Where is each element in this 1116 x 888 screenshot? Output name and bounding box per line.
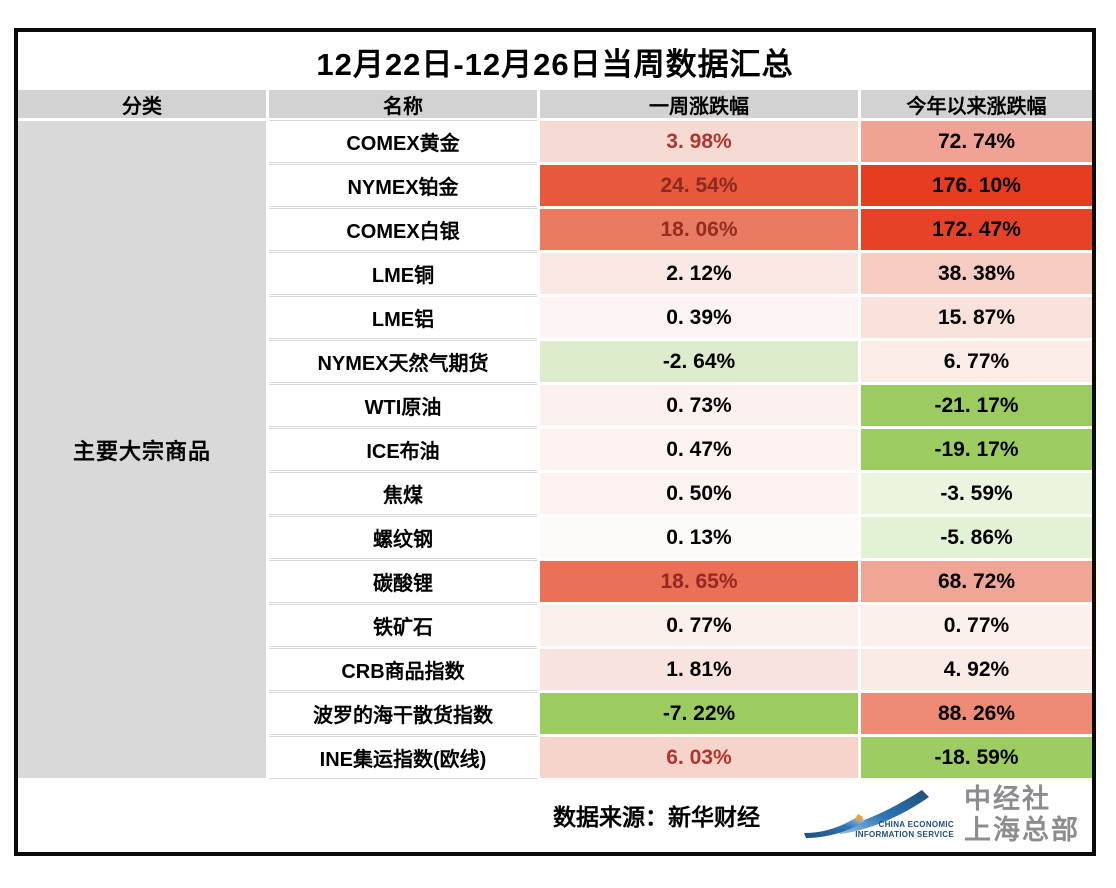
commodity-name: INE集运指数(欧线) [269, 737, 537, 778]
data-table: 分类 名称 一周涨跌幅 今年以来涨跌幅 主要大宗商品 COMEX黄金 3. 98%… [18, 90, 1092, 778]
week-change-cell: 6. 03% [540, 737, 858, 778]
commodity-name: LME铝 [269, 297, 537, 338]
col-header-ytd-change: 今年以来涨跌幅 [861, 90, 1092, 118]
commodity-name: WTI原油 [269, 385, 537, 426]
week-change-cell: 2. 12% [540, 253, 858, 294]
col-header-week-change: 一周涨跌幅 [540, 90, 858, 118]
footer: 数据来源：新华财经 [18, 778, 1092, 852]
page-title: 12月22日-12月26日当周数据汇总 [316, 46, 794, 82]
commodity-name: COMEX白银 [269, 209, 537, 250]
ytd-change-cell: 15. 87% [861, 297, 1092, 338]
commodity-name: 螺纹钢 [269, 517, 537, 558]
ytd-change-cell: 68. 72% [861, 561, 1092, 602]
commodity-name: ICE布油 [269, 429, 537, 470]
commodity-name: 焦煤 [269, 473, 537, 514]
week-change-cell: 18. 65% [540, 561, 858, 602]
ytd-change-cell: 88. 26% [861, 693, 1092, 734]
logo-mark: CHINA ECONOMIC INFORMATION SERVICE [802, 788, 954, 842]
logo-en-text: CHINA ECONOMIC INFORMATION SERVICE [855, 820, 954, 839]
commodity-name: 铁矿石 [269, 605, 537, 646]
ytd-change-cell: -21. 17% [861, 385, 1092, 426]
week-change-cell: 0. 13% [540, 517, 858, 558]
commodity-name: LME铜 [269, 253, 537, 294]
commodity-name: 碳酸锂 [269, 561, 537, 602]
ytd-change-cell: 38. 38% [861, 253, 1092, 294]
week-change-cell: 3. 98% [540, 121, 858, 162]
commodity-name: NYMEX天然气期货 [269, 341, 537, 382]
ytd-change-cell: 4. 92% [861, 649, 1092, 690]
commodity-name: COMEX黄金 [269, 121, 537, 162]
publisher-logo: CHINA ECONOMIC INFORMATION SERVICE 中经社 上… [802, 784, 1080, 846]
week-change-cell: 0. 47% [540, 429, 858, 470]
week-change-cell: -2. 64% [540, 341, 858, 382]
week-change-cell: 24. 54% [540, 165, 858, 206]
week-change-cell: 1. 81% [540, 649, 858, 690]
col-header-category: 分类 [18, 90, 266, 118]
category-merged-cell: 主要大宗商品 [18, 121, 266, 778]
ytd-change-cell: 72. 74% [861, 121, 1092, 162]
summary-table-frame: 12月22日-12月26日当周数据汇总 分类 名称 一周涨跌幅 今年以来涨跌幅 … [14, 28, 1096, 856]
ytd-change-cell: -3. 59% [861, 473, 1092, 514]
data-source-label: 数据来源：新华财经 [553, 804, 760, 830]
ytd-change-cell: 176. 10% [861, 165, 1092, 206]
week-change-cell: 0. 77% [540, 605, 858, 646]
ytd-change-cell: -5. 86% [861, 517, 1092, 558]
commodity-name: CRB商品指数 [269, 649, 537, 690]
ytd-change-cell: -19. 17% [861, 429, 1092, 470]
week-change-cell: -7. 22% [540, 693, 858, 734]
commodity-name: NYMEX铂金 [269, 165, 537, 206]
swoosh-logo-icon [804, 790, 929, 838]
ytd-change-cell: 6. 77% [861, 341, 1092, 382]
ytd-change-cell: 172. 47% [861, 209, 1092, 250]
week-change-cell: 0. 73% [540, 385, 858, 426]
commodity-name: 波罗的海干散货指数 [269, 693, 537, 734]
week-change-cell: 0. 39% [540, 297, 858, 338]
logo-cn-text: 中经社 上海总部 [964, 783, 1080, 845]
week-change-cell: 0. 50% [540, 473, 858, 514]
week-change-cell: 18. 06% [540, 209, 858, 250]
ytd-change-cell: 0. 77% [861, 605, 1092, 646]
col-header-name: 名称 [269, 90, 537, 118]
ytd-change-cell: -18. 59% [861, 737, 1092, 778]
